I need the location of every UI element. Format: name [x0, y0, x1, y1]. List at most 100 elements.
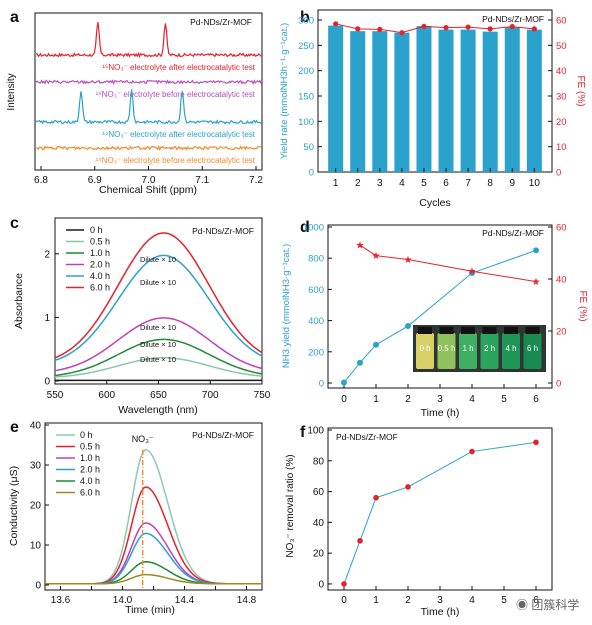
y-axis-label-f: NO₃⁻ removal ratio (%): [285, 454, 296, 557]
x-tick-label-e: 14.8: [237, 595, 257, 606]
removal-point-f: [341, 581, 347, 587]
absorbance-line-c: [54, 357, 263, 378]
y-tick-label-e: 30: [30, 461, 42, 472]
x-tick-label-b: 3: [377, 178, 383, 189]
panel-label-f: f: [300, 424, 306, 441]
fe-point-d: ★: [532, 277, 541, 288]
x-tick-label-e: 13.6: [51, 595, 71, 606]
dilute-annotation-c: Dilute × 10: [140, 340, 176, 349]
y-tick-label-e: 20: [30, 501, 42, 512]
yield-bar-b: [526, 29, 542, 173]
spectrum-line-a: [35, 89, 262, 125]
x-axis-label-e: Time (min): [125, 604, 175, 616]
conductivity-line-e: [45, 561, 262, 585]
yield-line-d: [343, 249, 537, 383]
x-axis-label-c: Wavelength (nm): [118, 404, 198, 416]
x-tick-label-d: 6: [533, 394, 539, 405]
x-tick-label-b: 7: [465, 178, 471, 189]
yield-bar-b: [328, 25, 344, 172]
legend-label-c: 4.0 h: [90, 271, 110, 281]
sample-label-d: Pd-NDs/Zr-MOF: [482, 228, 544, 238]
legend-label-e: 0 h: [80, 430, 93, 440]
panel-label-c: c: [10, 215, 19, 232]
yield-point-d: [533, 247, 539, 254]
y-tick-label-b: 250: [298, 41, 314, 52]
x-tick-label-f: 2: [405, 595, 411, 606]
x-axis-label-a: Chemical Shift (ppm): [99, 184, 197, 196]
y-tick-label-f: 40: [313, 518, 325, 529]
vial-cap-d: [482, 327, 497, 334]
plot-frame-b: [317, 9, 553, 173]
removal-point-f: [533, 439, 539, 446]
fe-point-d: ★: [404, 255, 413, 266]
x-tick-label-d: 0: [341, 394, 347, 405]
x-tick-label-d: 4: [469, 394, 475, 405]
vial-cap-d: [461, 327, 475, 334]
y-tick-label-c: 0: [44, 377, 50, 388]
x-tick-label-d: 1: [373, 394, 379, 405]
removal-point-f: [373, 494, 379, 501]
vial-label-d: 1 h: [462, 344, 473, 353]
x-tick-label-b: 5: [421, 178, 427, 189]
absorbance-line-c: [54, 317, 263, 372]
vial-d: [416, 333, 434, 369]
y-axis-label-e: Conductivity (μS): [8, 466, 20, 546]
y-axis-label-d: NH3 yield (mmolNH3·g⁻¹cat.): [281, 244, 292, 368]
fe-point-b: [443, 25, 449, 31]
conductivity-line-e: [45, 573, 262, 585]
sample-label-c: Pd-NDs/Zr-MOF: [192, 226, 254, 236]
x-tick-label-b: 4: [399, 178, 405, 189]
watermark: ◉ 团簇科学: [516, 596, 579, 613]
vial-cap-d: [418, 327, 432, 334]
y-tick-label-c: 2: [44, 249, 50, 260]
x-tick-label-b: 10: [529, 178, 541, 189]
x-tick-label-f: 5: [501, 595, 507, 606]
y2-tick-label-b: 40: [556, 66, 567, 77]
y2-axis-label-d: FE (%): [577, 290, 588, 321]
vial-label-d: 6 h: [527, 344, 538, 353]
absorbance-line-c: [54, 338, 263, 377]
x-tick-label-b: 2: [355, 178, 361, 189]
x-axis-label-f: Time (h): [421, 606, 460, 618]
fe-point-d: ★: [356, 241, 365, 252]
sample-label-a: Pd-NDs/Zr-MOF: [190, 17, 252, 27]
panel-label-e: e: [10, 419, 19, 436]
y-tick-label-d: 1000: [303, 223, 324, 234]
sample-label-b: Pd-NDs/Zr-MOF: [482, 14, 544, 24]
yield-bar-b: [350, 31, 366, 172]
y-tick-label-c: 1: [44, 313, 50, 324]
fe-point-d: ★: [372, 251, 381, 262]
y-tick-label-d: 400: [308, 316, 324, 327]
x-tick-label-f: 6: [533, 595, 539, 606]
legend-label-e: 4.0 h: [80, 476, 100, 486]
y-tick-label-f: 60: [313, 487, 325, 498]
x-tick-label-d: 5: [501, 394, 507, 405]
x-tick-label-e: 14.4: [175, 595, 195, 606]
x-tick-label-a: 6.9: [88, 175, 102, 186]
watermark-text: 团簇科学: [531, 598, 580, 612]
y-tick-label-e: 0: [35, 581, 41, 592]
vial-label-d: 2 h: [484, 344, 495, 353]
x-tick-label-a: 7.1: [195, 175, 209, 186]
fe-line-d: [359, 244, 537, 283]
x-tick-label-f: 4: [469, 595, 475, 606]
y-tick-label-d: 600: [308, 285, 324, 296]
x-tick-label-c: 600: [98, 390, 115, 401]
vial-cap-d: [439, 327, 454, 334]
absorbance-line-c: [54, 232, 263, 359]
fe-point-b: [333, 21, 339, 27]
legend-label-c: 6.0 h: [90, 283, 110, 293]
series-label-a: ¹⁴NO₃⁻ electrolyte before electrocatalyt…: [96, 156, 256, 165]
fe-point-b: [377, 26, 383, 32]
vial-cap-d: [525, 327, 540, 334]
y-axis-label-c: Absorbance: [13, 273, 25, 329]
spectrum-line-a: [35, 79, 262, 86]
vial-label-d: 4 h: [505, 344, 516, 353]
dilute-annotation-c: Dilute × 10: [140, 323, 176, 332]
y2-tick-label-d: 40: [556, 275, 567, 286]
legend-label-c: 0 h: [90, 225, 103, 235]
y2-tick-label-b: 30: [556, 92, 567, 103]
removal-line-f: [343, 441, 537, 585]
wechat-icon: ◉: [516, 598, 529, 612]
fe-point-b: [487, 26, 493, 32]
